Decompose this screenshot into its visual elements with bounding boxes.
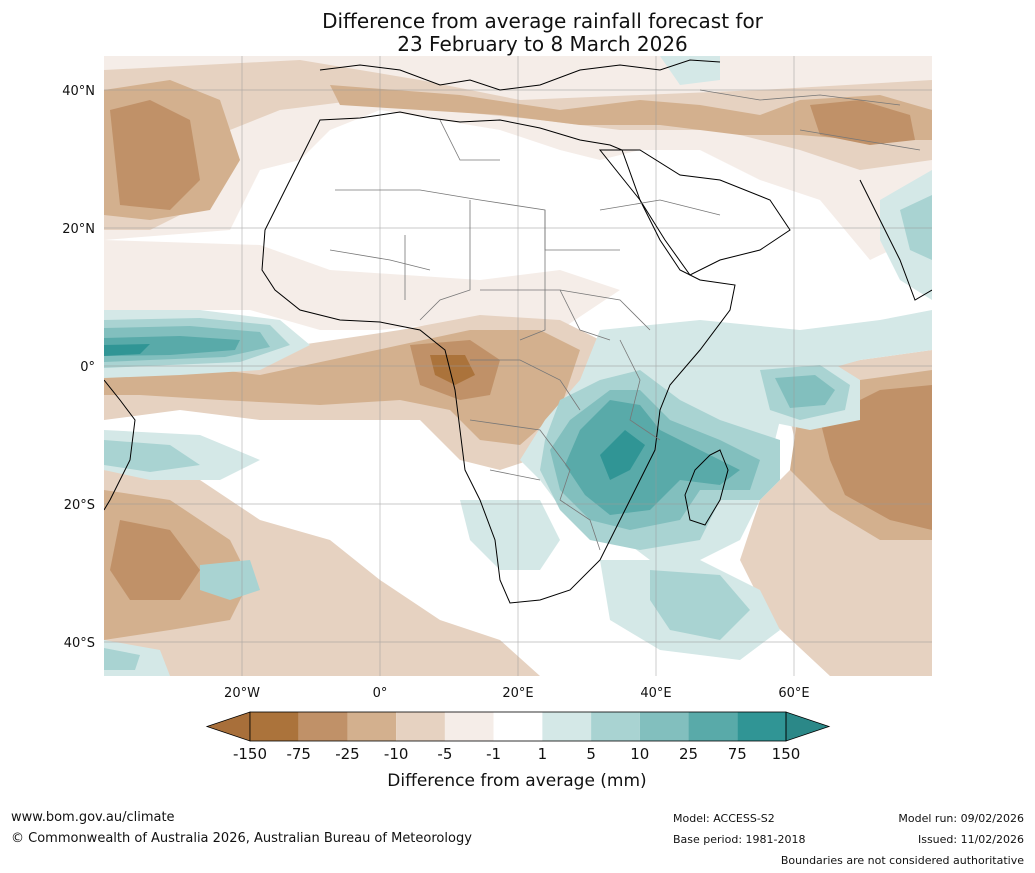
- rainfall-map[interactable]: [104, 56, 932, 676]
- lon-label-60e: 60°E: [778, 686, 809, 701]
- colorbar-segment: [396, 712, 445, 741]
- colorbar-outline: [249, 711, 787, 742]
- lon-label-0: 0°: [373, 686, 388, 701]
- lat-label-20n: 20°N: [62, 222, 95, 237]
- base-period: Base period: 1981-2018: [673, 833, 806, 846]
- website-link[interactable]: www.bom.gov.au/climate: [11, 810, 175, 825]
- africa-coastline: [261, 111, 736, 604]
- model-run: Model run: 09/02/2026: [898, 812, 1024, 825]
- europe-coastline: [319, 59, 721, 91]
- coastlines: [104, 59, 932, 604]
- colorbar-extend-low: [205, 711, 251, 742]
- colorbar-tick-label: 25: [679, 745, 698, 763]
- colorbar-tick-label: -10: [384, 745, 409, 763]
- colorbar-segment: [542, 712, 592, 741]
- india-coastline: [859, 179, 932, 301]
- madagascar-coastline: [684, 449, 729, 526]
- colorbar: -150 -75 -25 -10 -5 -1 1 5 10 25 75 150: [205, 711, 831, 763]
- colorbar-tick-label: -5: [437, 745, 452, 763]
- colorbar-segment: [737, 712, 786, 741]
- title-line-2: 23 February to 8 March 2026: [397, 32, 688, 56]
- title-line-1: Difference from average rainfall forecas…: [322, 9, 763, 33]
- graticule: [104, 56, 932, 676]
- lon-label-20w: 20°W: [224, 686, 260, 701]
- colorbar-segment: [298, 712, 348, 741]
- colorbar-segment: [347, 712, 397, 741]
- colorbar-segment: [639, 712, 689, 741]
- colorbar-segment: [444, 712, 494, 741]
- colorbar-tick-label: -1: [486, 745, 501, 763]
- country-borders: [329, 89, 921, 551]
- colorbar-tick-label: 10: [630, 745, 649, 763]
- lat-label-40s: 40°S: [64, 636, 95, 651]
- colorbar-title: Difference from average (mm): [387, 771, 646, 791]
- colorbar-segment: [493, 712, 543, 741]
- colorbar-segment: [591, 712, 640, 741]
- model-name: Model: ACCESS-S2: [673, 812, 775, 825]
- copyright: © Commonwealth of Australia 2026, Austra…: [11, 831, 472, 846]
- lon-label-40e: 40°E: [640, 686, 671, 701]
- colorbar-tick-label: 150: [772, 745, 801, 763]
- colorbar-tick-label: -150: [233, 745, 267, 763]
- arabia-coastline: [598, 149, 791, 276]
- issued-date: Issued: 11/02/2026: [917, 833, 1024, 846]
- colorbar-extend-high: [785, 711, 831, 742]
- colorbar-tick-label: 1: [538, 745, 548, 763]
- lon-label-20e: 20°E: [502, 686, 533, 701]
- wet-anomaly-regions: [104, 56, 932, 676]
- south-america-coastline: [104, 379, 136, 511]
- colorbar-tick-label: 75: [728, 745, 747, 763]
- latitude-labels: 40°N 20°N 0° 20°S 40°S: [62, 84, 95, 651]
- colorbar-tick-label: 5: [586, 745, 596, 763]
- lat-label-20s: 20°S: [64, 498, 95, 513]
- chart-title: Difference from average rainfall forecas…: [0, 10, 1035, 56]
- colorbar-segment: [250, 712, 299, 741]
- lat-label-40n: 40°N: [62, 84, 95, 99]
- dry-anomaly-regions: [104, 56, 932, 676]
- colorbar-tick-label: -75: [286, 745, 311, 763]
- lat-label-0: 0°: [80, 360, 95, 375]
- colorbar-tick-label: -25: [335, 745, 360, 763]
- colorbar-segment: [688, 712, 738, 741]
- boundaries-note: Boundaries are not considered authoritat…: [780, 854, 1024, 867]
- longitude-labels: 20°W 0° 20°E 40°E 60°E: [224, 686, 810, 701]
